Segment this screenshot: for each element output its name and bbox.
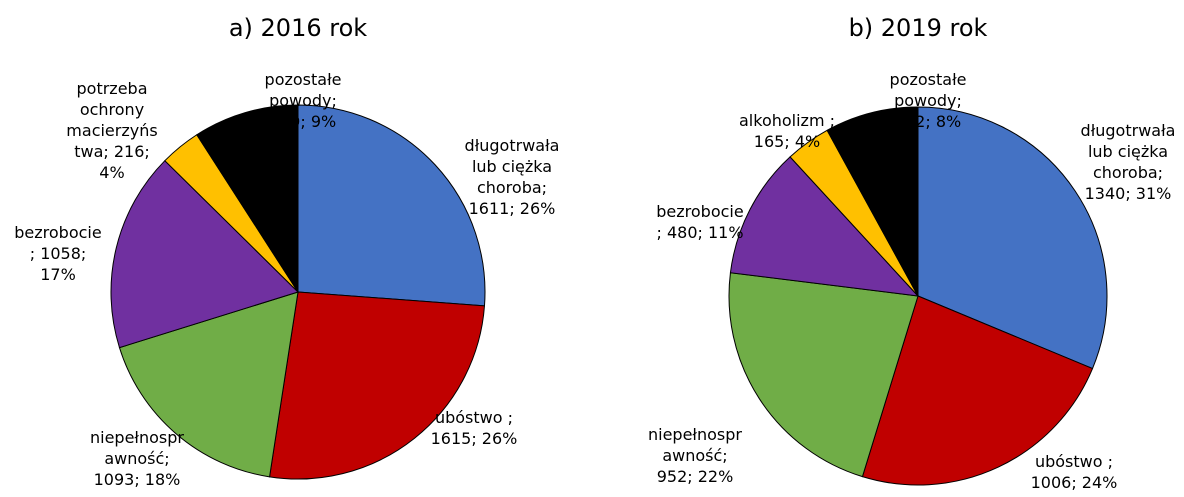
label-value: 1058; 17% [40, 243, 87, 284]
label-value: 1006; 24% [1030, 473, 1118, 492]
label-category: długotrwała lub ciężka choroba [1080, 121, 1176, 182]
label-value: 165; 4% [753, 132, 821, 151]
label-category: bezrobocie [14, 222, 102, 242]
label-category: pozostałe powody [264, 69, 342, 110]
data-label: ubóstwo ; 1615; 26% [430, 408, 518, 448]
label-value: 216; 4% [99, 141, 150, 182]
pie-slice [826, 106, 919, 297]
label-category: niepełnosprawność [648, 424, 742, 465]
label-value: 1340; 31% [1084, 184, 1172, 203]
pie-slice [110, 159, 299, 349]
label-category: długotrwała lub ciężka choroba [464, 136, 560, 197]
label-category: alkoholizm [739, 111, 830, 130]
data-label: niepełnosprawność; 952; 22% [648, 424, 742, 486]
label-value: 952; 22% [656, 466, 734, 486]
data-label: niepełnosprawność; 1093; 18% [90, 427, 184, 489]
label-category: potrzeba ochrony macierzyństwa [66, 78, 158, 161]
pie-slice [917, 106, 1108, 370]
data-label: pozostałe powody; 342; 8% [889, 69, 967, 131]
pie-slice [268, 291, 486, 480]
label-value: 342; 8% [894, 111, 962, 131]
data-label: długotrwała lub ciężka choroba; 1340; 31… [1080, 121, 1176, 203]
pie-slice [729, 156, 920, 297]
pie-slice [297, 104, 486, 307]
label-category: bezrobocie [656, 202, 744, 221]
pie-slice [861, 295, 1094, 486]
label-category: niepełnosprawność [90, 427, 184, 468]
data-label: alkoholizm ; 165; 4% [739, 111, 836, 151]
pie-slice [728, 272, 919, 478]
label-value: 1093; 18% [93, 469, 181, 489]
data-label: ubóstwo ; 1006; 24% [1030, 452, 1118, 492]
label-value: 1615; 26% [430, 429, 518, 448]
pie-slice [196, 104, 299, 294]
label-value: 560; 9% [269, 111, 337, 131]
chart-title: b) 2019 rok [848, 14, 988, 42]
label-category: ubóstwo [1034, 452, 1108, 471]
data-label: długotrwała lub ciężka choroba; 1611; 26… [464, 136, 560, 218]
data-label: bezrobocie ; 1058; 17% [14, 222, 102, 284]
label-category: ubóstwo [434, 408, 508, 427]
label-value: 1611; 26% [468, 199, 556, 218]
chart-title: a) 2016 rok [228, 14, 368, 42]
label-value: 480; 11% [666, 223, 744, 242]
data-label: potrzeba ochrony macierzyństwa; 216; 4% [66, 78, 158, 182]
data-label: pozostałe powody; 560; 9% [264, 69, 342, 131]
data-label: bezrobocie ; 480; 11% [656, 202, 744, 242]
pie-slice [118, 291, 299, 478]
label-category: pozostałe powody [889, 69, 967, 110]
